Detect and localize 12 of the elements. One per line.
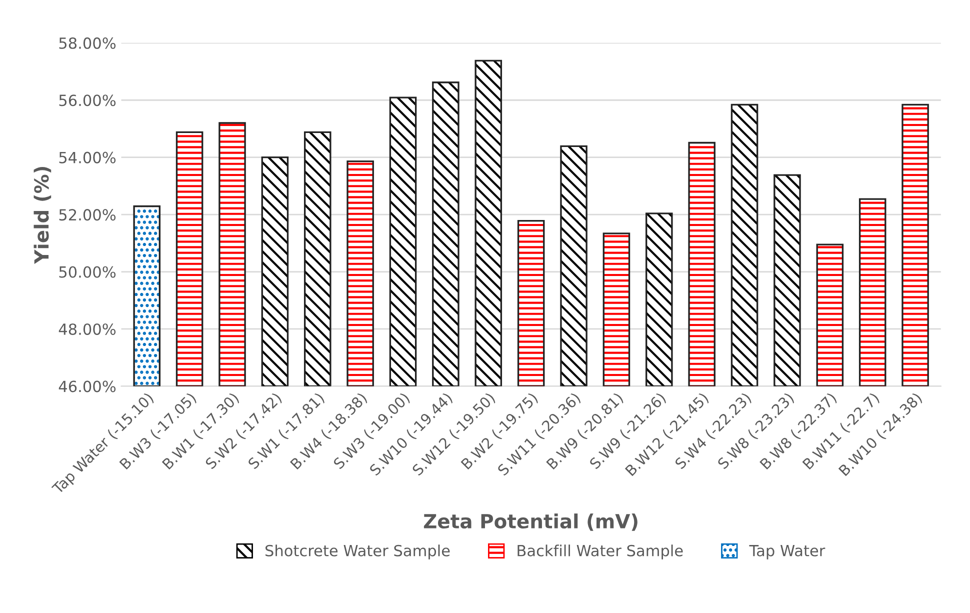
legend-label: Shotcrete Water Sample [266, 544, 450, 560]
y-tick-label: 48.00% [58, 323, 116, 335]
legend-label: Backfill Water Sample [518, 544, 683, 560]
y-tick-label: 46.00% [58, 380, 116, 392]
y-tick-label: 58.00% [59, 37, 116, 49]
x-axis-title: Zeta Potential (mV) [424, 513, 638, 531]
y-tick-label: 50.00% [59, 266, 116, 278]
y-tick-label: 52.00% [59, 209, 116, 221]
y-tick-label: 54.00% [59, 152, 116, 164]
y-axis-title: Yield (%) [34, 166, 52, 264]
legend-label: Tap Water [749, 545, 826, 560]
y-tick-label: 56.00% [59, 94, 116, 106]
